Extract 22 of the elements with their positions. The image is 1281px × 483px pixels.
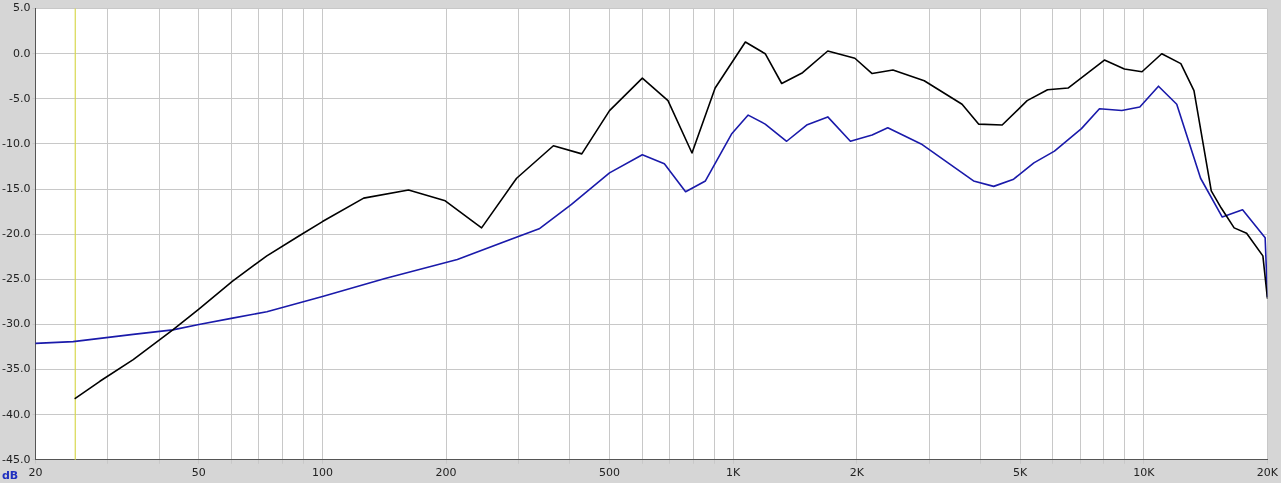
y-tick-label: -5.0	[8, 91, 31, 105]
x-tick-label: 100	[311, 466, 333, 480]
y-tick-label: -35.0	[1, 362, 31, 376]
x-tick-label: 20	[28, 466, 43, 480]
y-tick-label: -40.0	[1, 407, 31, 421]
y-tick-label: -15.0	[1, 181, 31, 195]
y-tick-label: -20.0	[1, 227, 31, 241]
y-tick-label: -10.0	[1, 136, 31, 150]
x-tick-label: 50	[191, 466, 206, 480]
y-tick-label: -30.0	[1, 317, 31, 331]
y-tick-label: -25.0	[1, 272, 31, 286]
x-tick-label: 500	[599, 466, 621, 480]
x-tick-label: 10K	[1133, 466, 1156, 480]
x-tick-label: 5K	[1013, 466, 1029, 480]
x-tick-label: 20K	[1256, 466, 1279, 480]
y-tick-label: -45.0	[1, 452, 31, 466]
x-tick-label: 200	[435, 466, 457, 480]
y-tick-label: 5.0	[12, 1, 31, 15]
y-tick-label: 0.0	[12, 46, 31, 60]
x-tick-label: 2K	[849, 466, 865, 480]
y-axis-title: dB	[2, 469, 19, 483]
x-tick-label: 1K	[726, 466, 742, 480]
